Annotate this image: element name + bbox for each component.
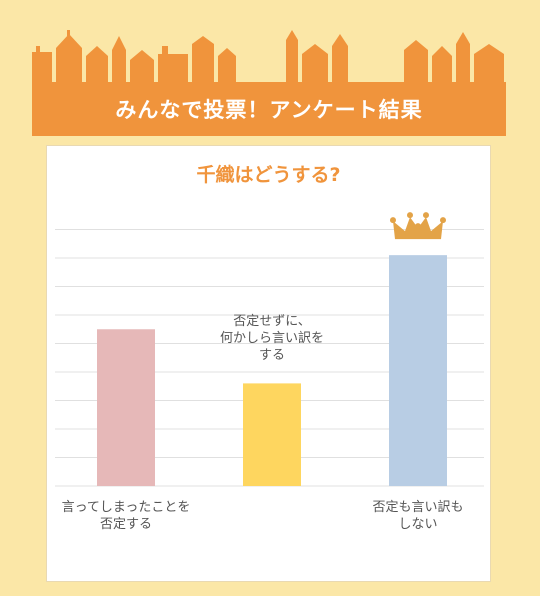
- bar-3: [389, 255, 447, 486]
- bar-2: [243, 383, 301, 486]
- survey-banner: みんなで投票！アンケート結果: [32, 82, 506, 136]
- chart-title: 千織はどうする?: [196, 164, 341, 186]
- bar-chart: [55, 212, 484, 487]
- crown-icon: [390, 212, 446, 240]
- category-label-1: 言ってしまったことを 否定する: [61, 500, 191, 532]
- banner-title: みんなで投票！アンケート結果: [115, 98, 423, 122]
- category-label-3: 否定も言い訳も しない: [372, 500, 464, 532]
- bar-1: [97, 329, 155, 486]
- town-skyline-decoration: [32, 30, 504, 86]
- category-label-2: 否定せずに、 何かしら言い訳を する: [219, 314, 324, 364]
- chart-panel: 千織はどうする? 言ってしまったことを 否定する 否定せずに、 何かしら言い訳を …: [46, 145, 491, 582]
